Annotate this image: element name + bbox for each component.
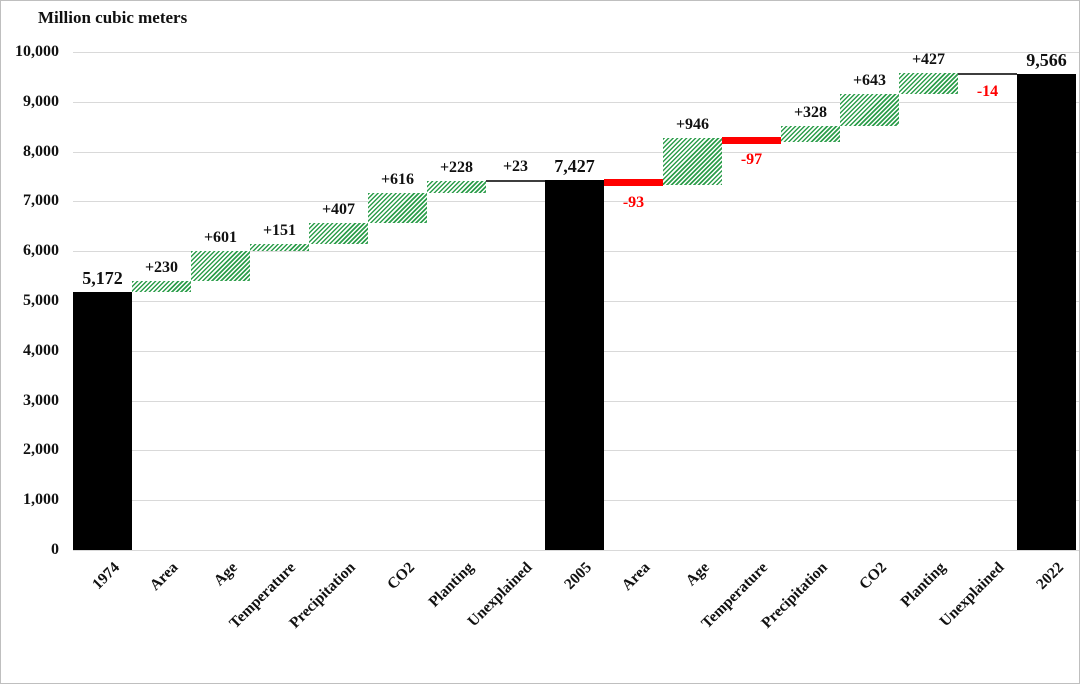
increase-value-label: +601 <box>203 229 238 247</box>
x-axis-category-label: Planting <box>424 559 477 611</box>
total-value-label: 5,172 <box>82 268 123 289</box>
total-bar <box>73 292 132 550</box>
increase-value-label: +228 <box>439 159 474 177</box>
total-bar <box>545 180 604 550</box>
increase-value-label: +230 <box>144 258 179 276</box>
increase-bar <box>427 181 486 193</box>
x-axis-category-label: 2005 <box>560 559 595 593</box>
y-axis-tick-label: 0 <box>51 541 59 558</box>
x-axis-category-label: 1974 <box>88 559 123 593</box>
increase-bar-tiny <box>486 180 545 183</box>
increase-value-label: +643 <box>852 72 887 90</box>
decrease-bar <box>604 178 663 186</box>
x-axis-category-label: Planting <box>896 559 949 611</box>
gridline <box>73 101 1079 103</box>
gridline <box>73 550 1079 551</box>
x-axis-category-label: Area <box>618 559 654 594</box>
decrease-value-label: -97 <box>740 151 763 169</box>
increase-value-label: +946 <box>675 115 710 133</box>
y-axis-tick-label: 7,000 <box>23 192 59 210</box>
y-axis-tick-label: 4,000 <box>23 341 59 359</box>
increase-bar <box>309 223 368 244</box>
x-axis-category-label: Age <box>210 559 241 590</box>
increase-bar <box>191 251 250 281</box>
increase-bar <box>663 137 722 185</box>
x-axis-category-label: CO2 <box>855 559 890 593</box>
total-value-label: 9,566 <box>1026 49 1067 70</box>
y-axis-tick-label: 10,000 <box>15 43 59 60</box>
increase-bar <box>781 126 840 143</box>
y-axis-tick-label: 2,000 <box>23 441 59 459</box>
decrease-bar-tiny <box>958 72 1017 75</box>
total-value-label: 7,427 <box>554 156 595 177</box>
y-axis-tick-label: 9,000 <box>23 92 59 110</box>
decrease-value-label: -93 <box>622 193 645 211</box>
total-bar <box>1017 73 1076 550</box>
y-axis-tick-label: 6,000 <box>23 242 59 260</box>
y-axis-tick-label: 5,000 <box>23 292 59 309</box>
increase-value-label: +328 <box>793 104 828 122</box>
increase-value-label: +427 <box>911 50 946 68</box>
y-axis-tick-label: 3,000 <box>23 391 59 409</box>
decrease-bar <box>722 136 781 144</box>
increase-value-label: +151 <box>262 221 297 239</box>
x-axis-category-label: CO2 <box>383 559 418 593</box>
gridline <box>73 52 1079 53</box>
increase-bar <box>899 72 958 95</box>
x-axis-category-label: 2022 <box>1032 559 1067 593</box>
increase-bar <box>132 280 191 293</box>
increase-value-label: +616 <box>380 170 415 188</box>
y-axis-tick-label: 1,000 <box>23 491 59 509</box>
x-axis-category-label: Age <box>682 559 713 590</box>
decrease-value-label: -14 <box>976 82 999 100</box>
chart-title: Million cubic meters <box>38 8 188 27</box>
increase-bar <box>368 192 427 224</box>
x-axis-category-label: Area <box>146 559 182 594</box>
increase-value-label: +407 <box>321 201 356 219</box>
increase-bar <box>840 94 899 127</box>
gridline <box>73 151 1079 153</box>
increase-value-label: +23 <box>502 158 529 176</box>
y-axis-tick-label: 8,000 <box>23 142 59 160</box>
increase-bar <box>250 243 309 252</box>
